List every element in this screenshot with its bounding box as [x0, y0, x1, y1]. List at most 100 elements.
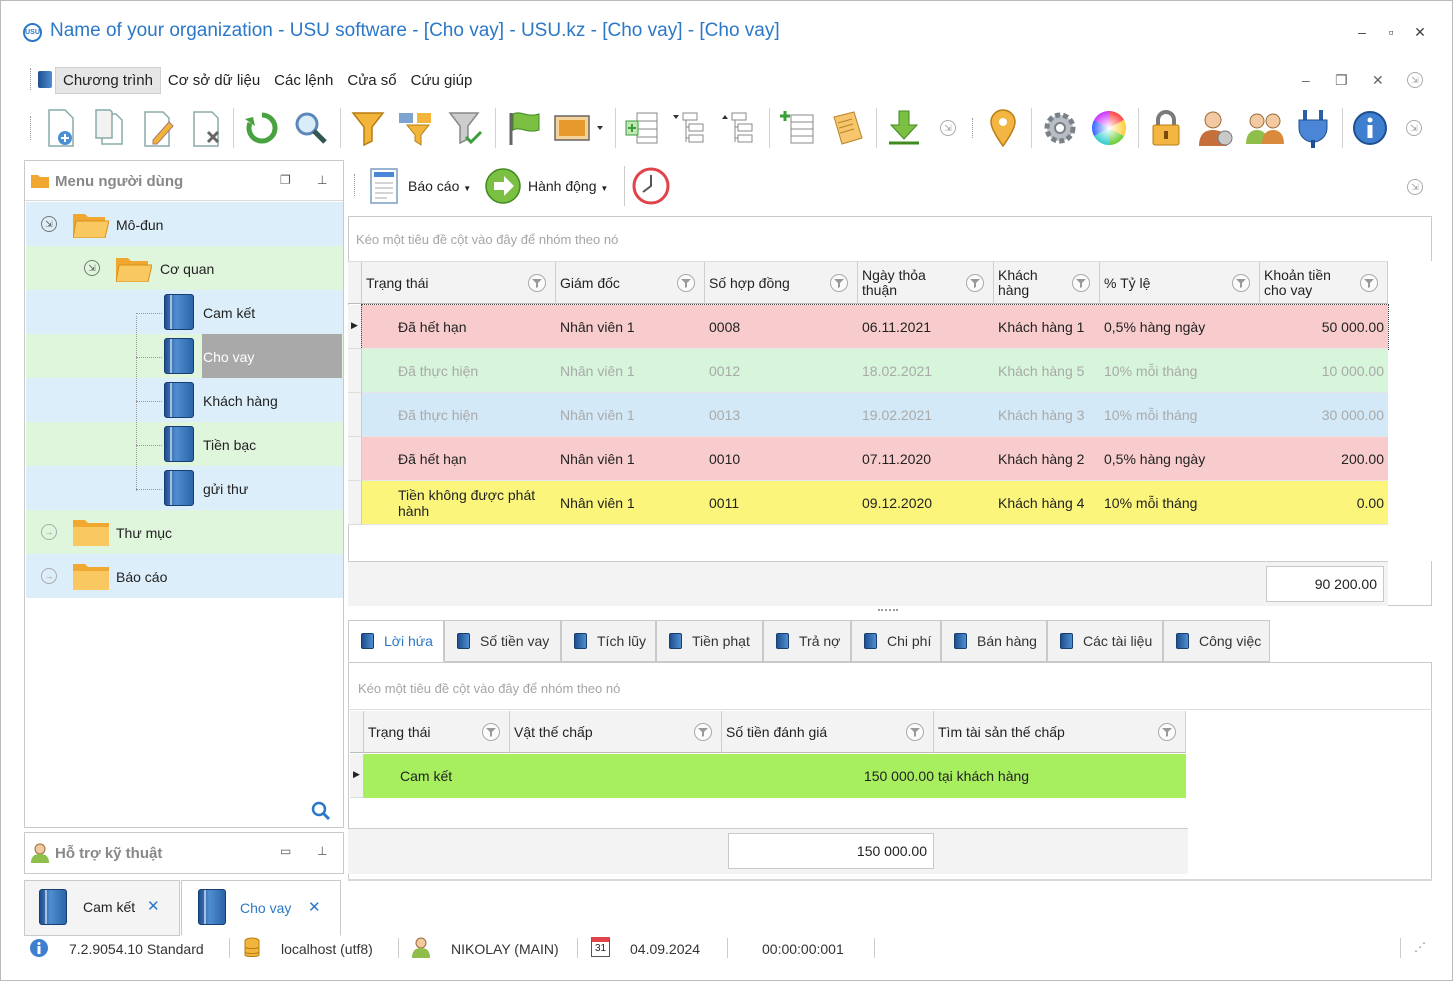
mdi-close-button[interactable]: ✕	[1372, 72, 1384, 88]
lock-icon[interactable]	[1146, 106, 1186, 150]
menu-overflow-icon[interactable]: ⇲	[1407, 72, 1423, 88]
menu-help[interactable]: Cứu giúp	[410, 71, 473, 89]
tree-collapse-icon[interactable]	[720, 106, 760, 150]
close-tab-icon[interactable]: ✕	[147, 898, 160, 915]
detail-tab[interactable]: Lời hứa	[348, 620, 444, 662]
info-icon[interactable]	[1350, 106, 1390, 150]
column-filter-icon[interactable]	[1232, 274, 1250, 292]
table-row[interactable]: Đã hết hạn Nhân viên 1 0010 07.11.2020 Khách…	[362, 437, 1388, 481]
float-panel-button[interactable]: ❐	[280, 173, 291, 187]
table-row[interactable]: Đã thực hiện Nhân viên 1 0012 18.02.2021 Khá…	[362, 349, 1388, 393]
tree-search-icon[interactable]	[311, 801, 331, 821]
column-header[interactable]: Số hợp đồng	[705, 262, 858, 304]
mdi-restore-button[interactable]: ❐	[1335, 72, 1348, 88]
add-column-icon[interactable]	[622, 106, 662, 150]
menu-grip[interactable]	[30, 68, 32, 90]
tree-item-commitment[interactable]: Cam kết	[26, 290, 343, 334]
menu-commands[interactable]: Các lệnh	[274, 71, 334, 89]
column-filter-icon[interactable]	[482, 723, 500, 741]
column-filter-icon[interactable]	[966, 274, 984, 292]
column-filter-icon[interactable]	[1360, 274, 1378, 292]
notes-icon[interactable]	[827, 106, 867, 150]
download-icon[interactable]	[884, 106, 924, 150]
delete-record-icon[interactable]	[187, 106, 227, 150]
tree-item-loans[interactable]: Cho vay	[26, 334, 343, 378]
flag-icon[interactable]	[504, 106, 544, 150]
reports-dropdown[interactable]: Báo cáo ▼	[408, 178, 471, 194]
splitter-handle[interactable]	[878, 609, 898, 611]
maximize-window-button[interactable]: ▫	[1388, 24, 1394, 40]
image-icon[interactable]	[553, 106, 605, 150]
expand-icon[interactable]: →	[41, 524, 57, 540]
filter-settings-icon[interactable]	[397, 106, 437, 150]
menu-database[interactable]: Cơ sở dữ liệu	[167, 71, 261, 89]
column-header[interactable]: Giám đốc	[556, 262, 705, 304]
detail-tab[interactable]: Trả nợ	[763, 620, 851, 662]
toolbar-overflow-icon[interactable]: ⇲	[930, 106, 966, 150]
tree-row-directory[interactable]: → Thư mục	[26, 510, 343, 554]
column-header[interactable]: Trạng thái	[362, 262, 556, 304]
column-filter-icon[interactable]	[677, 274, 695, 292]
column-header[interactable]: Ngày thỏa thuận	[858, 262, 994, 304]
detail-column-header[interactable]: Trạng thái	[364, 711, 510, 753]
detail-column-header[interactable]: Tìm tài sản thế chấp	[934, 711, 1186, 753]
detail-tab[interactable]: Tiền phạt	[656, 620, 763, 662]
pin-panel-icon[interactable]: ⊥	[317, 844, 328, 858]
refresh-icon[interactable]	[242, 106, 282, 150]
doc-tab-commitment[interactable]: Cam kết ✕	[24, 880, 180, 936]
toolbar-overflow-icon-2[interactable]: ⇲	[1396, 106, 1432, 150]
expand-icon[interactable]: →	[41, 568, 57, 584]
minimize-window-button[interactable]: –	[1358, 24, 1366, 40]
actions-arrow-icon[interactable]	[484, 167, 522, 205]
tree-item-mail[interactable]: gửi thư	[26, 466, 343, 510]
table-row[interactable]: Cam kết 150 000.00 tại khách hàng	[364, 754, 1186, 798]
tree-row-agency[interactable]: ⇲ Cơ quan	[26, 246, 343, 290]
row-indicator[interactable]	[348, 393, 362, 437]
copy-record-icon[interactable]	[89, 106, 129, 150]
location-pin-icon[interactable]	[983, 106, 1023, 150]
column-header[interactable]: % Tỷ lệ	[1100, 262, 1260, 304]
detail-column-header[interactable]: Số tiền đánh giá	[722, 711, 934, 753]
table-row[interactable]: Đã hết hạn Nhân viên 1 0008 06.11.2021 Khách…	[361, 304, 1389, 350]
column-filter-icon[interactable]	[694, 723, 712, 741]
column-filter-icon[interactable]	[1072, 274, 1090, 292]
row-indicator[interactable]	[348, 481, 362, 525]
search-icon[interactable]	[291, 106, 331, 150]
detail-tab[interactable]: Chi phí	[851, 620, 941, 662]
column-filter-icon[interactable]	[906, 723, 924, 741]
collapse-icon[interactable]: ⇲	[84, 260, 100, 276]
tree-expand-icon[interactable]	[671, 106, 711, 150]
resize-grip-icon[interactable]: ⋰	[1414, 940, 1426, 954]
pin-panel-icon[interactable]: ⊥	[317, 173, 328, 187]
row-indicator[interactable]: ▶	[348, 305, 362, 349]
column-filter-icon[interactable]	[528, 274, 546, 292]
toolbar-grip[interactable]	[30, 116, 32, 140]
user-icon[interactable]	[1195, 106, 1235, 150]
tree-item-clients[interactable]: Khách hàng	[26, 378, 343, 422]
main-toolbar-overflow-icon[interactable]: ⇲	[1407, 179, 1423, 195]
restore-panel-button[interactable]: ▭	[280, 844, 292, 858]
column-filter-icon[interactable]	[1158, 723, 1176, 741]
detail-tab[interactable]: Công việc	[1163, 620, 1270, 662]
row-indicator[interactable]: ▶	[350, 754, 364, 798]
row-indicator[interactable]	[348, 349, 362, 393]
settings-gear-icon[interactable]	[1040, 106, 1080, 150]
detail-tab[interactable]: Số tiền vay	[444, 620, 561, 662]
new-record-icon[interactable]	[40, 106, 80, 150]
close-window-button[interactable]: ✕	[1414, 24, 1426, 40]
close-tab-icon[interactable]: ✕	[308, 899, 321, 916]
mdi-minimize-button[interactable]: –	[1302, 72, 1310, 88]
table-row[interactable]: Tiền không được phát hành Nhân viên 1 0011 0…	[362, 481, 1388, 525]
detail-tab[interactable]: Bán hàng	[941, 620, 1047, 662]
report-document-icon[interactable]	[369, 167, 399, 205]
filter-icon[interactable]	[348, 106, 388, 150]
table-row[interactable]: Đã thực hiện Nhân viên 1 0013 19.02.2021 Khá…	[362, 393, 1388, 437]
collapse-icon[interactable]: ⇲	[41, 216, 57, 232]
users-group-icon[interactable]	[1244, 106, 1284, 150]
clear-filter-icon[interactable]	[446, 106, 486, 150]
detail-column-header[interactable]: Vật thế chấp	[510, 711, 722, 753]
clock-icon[interactable]	[632, 167, 670, 205]
plug-icon[interactable]	[1293, 106, 1333, 150]
color-wheel-icon[interactable]	[1089, 106, 1129, 150]
detail-tab[interactable]: Tích lũy	[561, 620, 656, 662]
